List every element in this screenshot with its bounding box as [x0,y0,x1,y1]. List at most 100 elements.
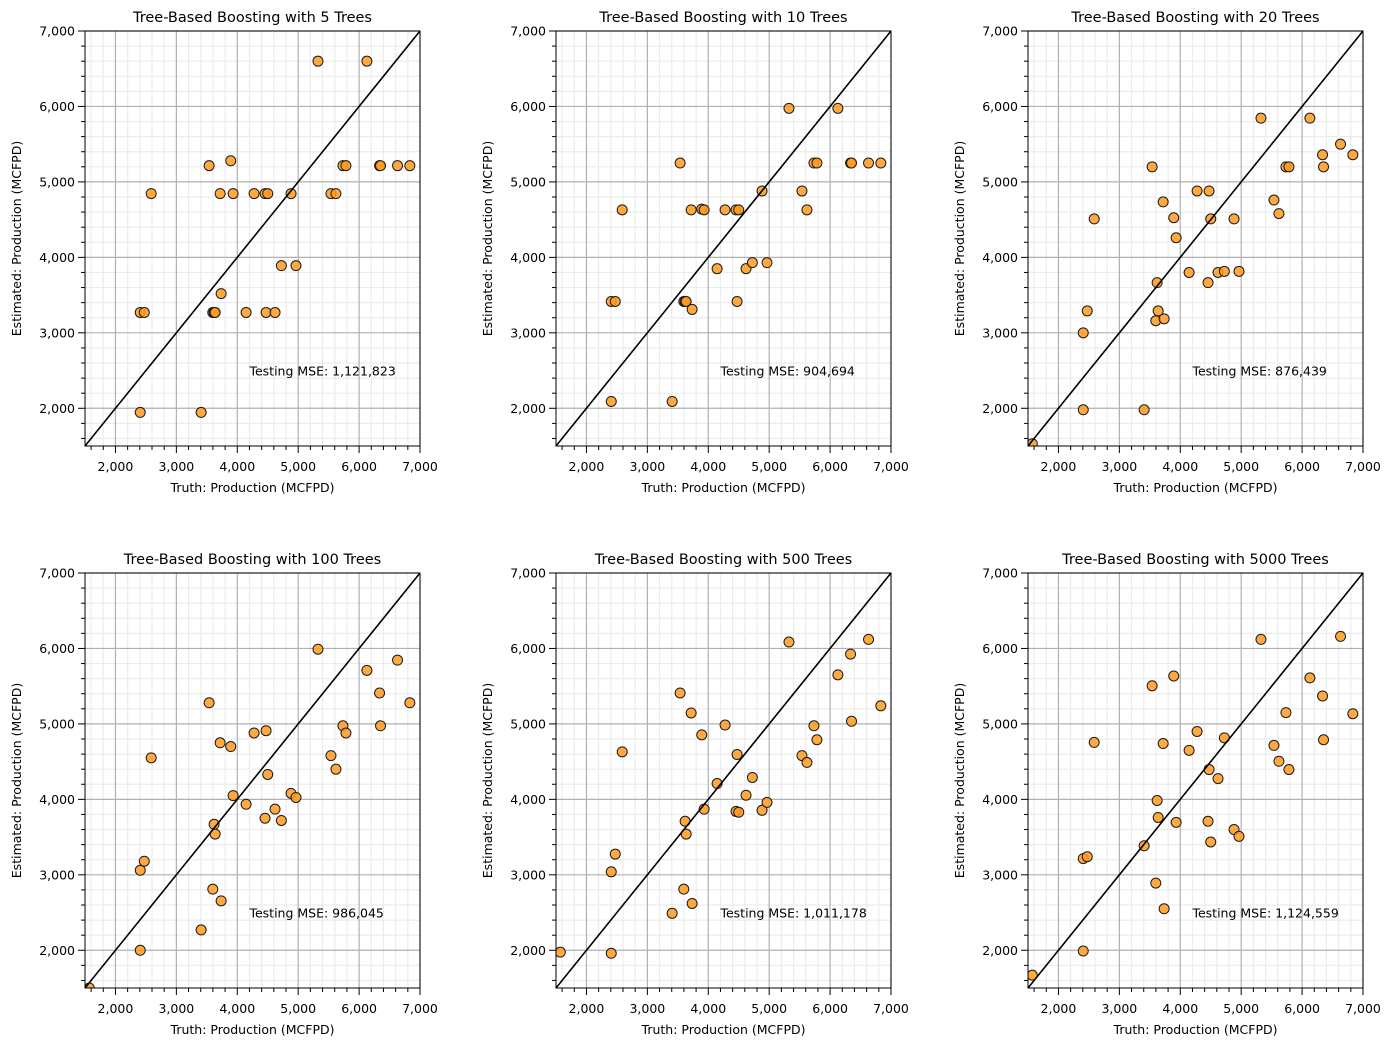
data-point [260,725,272,737]
data-point [1317,149,1329,161]
data-point [312,643,324,655]
data-point [1183,744,1195,756]
data-point [134,406,146,418]
x-axis-label: Truth: Production (MCFPD) [641,480,806,495]
data-point [555,456,565,466]
y-tick-label: 6,000 [39,99,75,114]
x-tick-label: 6,000 [341,459,377,474]
data-point [846,715,858,727]
data-point [1317,690,1329,702]
data-point [275,814,287,826]
y-tick-label: 4,000 [510,792,546,807]
data-point [1168,212,1180,224]
reference-line [556,31,891,446]
x-tick-label: 4,000 [219,459,255,474]
data-point [1335,630,1347,642]
x-tick-label: 4,000 [690,1001,726,1016]
mse-annotation: Testing MSE: 986,045 [248,906,383,921]
reference-line [85,31,420,446]
data-point [609,848,621,860]
data-point [731,748,743,760]
y-tick-label: 6,000 [982,99,1018,114]
x-tick-label: 5,000 [1223,1001,1259,1016]
data-point [696,729,708,741]
data-point [1304,672,1316,684]
data-point [209,306,221,318]
y-tick-label: 3,000 [39,325,75,340]
data-point [666,907,678,919]
plot-frame [1027,572,1364,989]
data-point [674,687,686,699]
data-point [845,648,857,660]
data-point [740,789,752,801]
x-tick-label: 7,000 [873,459,909,474]
data-point [227,790,239,802]
data-point [1347,149,1359,161]
data-point [616,204,628,216]
data-point [1151,794,1163,806]
data-point [240,306,252,318]
data-point [719,204,731,216]
data-point [616,746,628,758]
y-tick-label: 3,000 [982,867,1018,882]
x-tick-label: 6,000 [812,459,848,474]
data-point [605,866,617,878]
data-point [1202,277,1214,289]
data-point [145,188,157,200]
x-tick-label: 6,000 [341,1001,377,1016]
data-point [875,700,887,712]
data-point [1273,208,1285,220]
x-tick-label: 5,000 [280,459,316,474]
data-point [195,924,207,936]
x-tick-label: 3,000 [629,1001,665,1016]
x-tick-label: 7,000 [402,1001,438,1016]
data-point [1151,277,1163,289]
data-point [1335,138,1347,150]
data-point [225,155,237,167]
data-point [832,102,844,114]
y-tick-label: 3,000 [510,325,546,340]
y-tick-label: 3,000 [39,867,75,882]
panel-4: 2,000 3,000 4,000 5,000 6,000 7,000 2,000 3,000… [9,552,438,1037]
data-point [685,204,697,216]
mse-annotation: Testing MSE: 1,121,823 [248,364,395,379]
y-tick-label: 5,000 [982,716,1018,731]
data-point [134,944,146,956]
x-tick-label: 7,000 [873,1001,909,1016]
data-point [1228,213,1240,225]
data-point [761,796,773,808]
data-point [1152,811,1164,823]
data-point [375,160,387,172]
data-point [1202,815,1214,827]
data-point [1191,725,1203,737]
x-tick-label: 6,000 [1284,459,1320,474]
scatter-points [1028,630,1359,981]
x-tick-label: 4,000 [219,1001,255,1016]
data-point [392,160,404,172]
data-point [1280,707,1292,719]
scatter-points [134,55,416,418]
y-tick-label: 2,000 [39,943,75,958]
reference-line [1028,31,1363,446]
data-point [269,306,281,318]
data-point [761,257,773,269]
data-point [674,157,686,169]
data-point [1212,773,1224,785]
y-tick-label: 5,000 [39,174,75,189]
data-point [203,697,215,709]
x-tick-label: 2,000 [569,459,605,474]
scatter-points [85,643,416,988]
data-point [1168,670,1180,682]
y-tick-label: 5,000 [39,716,75,731]
data-point [756,804,768,816]
data-point [811,734,823,746]
data-point [1205,836,1217,848]
data-point [1157,738,1169,750]
scatter-points [556,633,887,959]
panel-3: 2,000 3,000 4,000 5,000 6,000 7,000 2,000 3,000… [952,10,1381,495]
scatter-points [555,102,887,466]
data-point [686,303,698,315]
y-tick-label: 2,000 [510,401,546,416]
data-point [863,157,875,169]
